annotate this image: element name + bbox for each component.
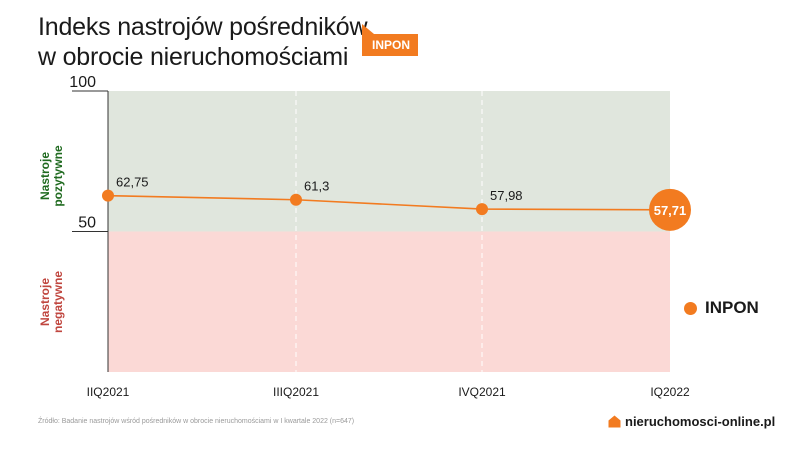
y-tick-label: 100 [69,74,96,91]
source-note: Źródło: Badanie nastrojów wśród pośredni… [38,418,355,425]
data-label: 57,98 [490,188,523,203]
data-label: 62,75 [116,175,149,190]
legend-marker-icon [684,301,697,315]
badge-tab-shape [362,24,374,34]
chart-bands [108,91,670,372]
x-tick-label: IVQ2021 [458,385,506,399]
legend: INPON [684,298,759,318]
series-line-inpon [107,194,671,211]
data-point [102,189,114,202]
negative-zone-label-line-1: Nastroje [38,278,52,326]
house-icon [608,415,621,428]
chart-gridlines [295,91,483,372]
inpon-badge: INPON [362,24,422,58]
data-label: 57,71 [654,203,687,218]
data-point [649,188,691,231]
negative-zone-label-line-2: negatywne [51,271,65,333]
positive-zone-label-line-1: Nastroje [38,152,52,200]
x-tick-label: IIQ2021 [87,385,130,399]
chart-series [102,188,691,231]
chart-title-line-2: w obrocie nieruchomościami [38,43,349,71]
legend-label: INPON [705,298,759,317]
y-tick-label: 50 [78,215,96,232]
data-label: 61,3 [304,179,329,194]
data-point [290,193,302,206]
x-tick-label: IIIQ2021 [273,385,319,399]
chart-title-line-1: Indeks nastrojów pośredników [38,13,368,41]
chart-title: Indeks nastrojów pośredników w obrocie n… [38,12,368,72]
site-logo: nieruchomosci-online.pl [608,414,775,429]
chart-axes: 100 50 IIQ2021 IIIQ2021 IVQ2021 IQ2022 [69,74,690,399]
chart-data-labels: 62,75 61,3 57,98 57,71 [116,175,686,218]
data-point [476,203,488,216]
badge-label: INPON [362,34,419,56]
negative-zone-band [108,231,670,372]
x-tick-label: IQ2022 [650,385,690,399]
positive-zone-label-line-2: pozytywne [51,145,65,207]
logo-text: nieruchomosci-online.pl [625,414,776,429]
zone-labels: Nastroje pozytywne Nastroje negatywne [38,145,65,333]
positive-zone-band [108,91,670,232]
